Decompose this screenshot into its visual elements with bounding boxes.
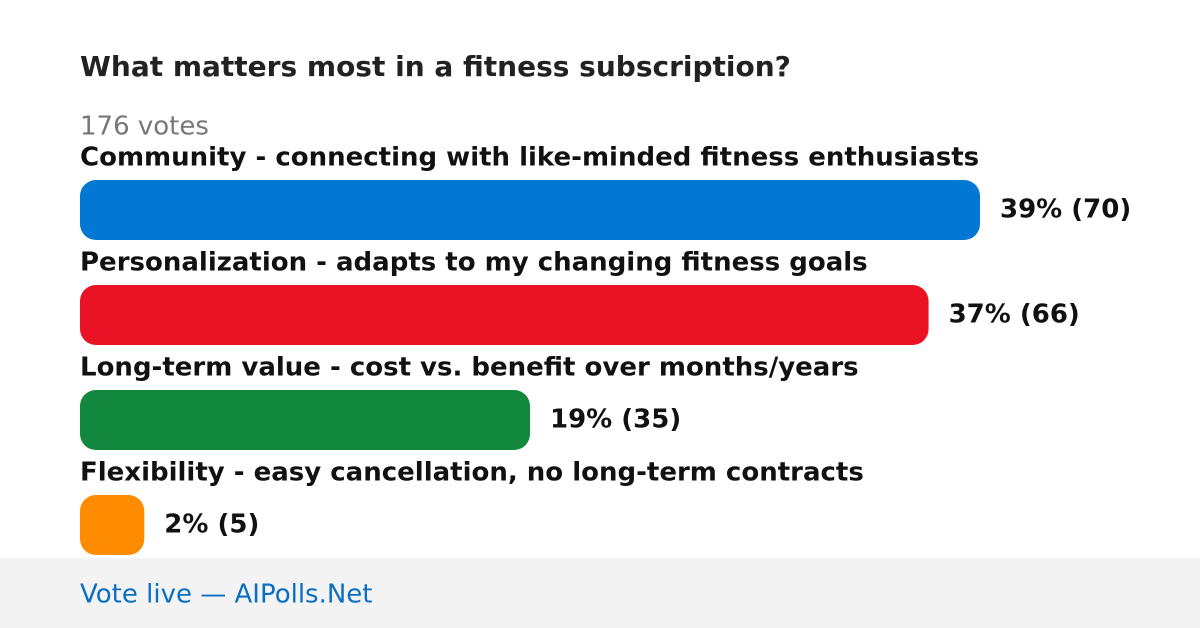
bar [80,180,980,240]
bar [80,495,145,555]
option-label: Flexibility - easy cancellation, no long… [80,458,864,488]
footer-band [0,558,1200,628]
option-label: Community - connecting with like-minded … [80,143,979,173]
bar [80,285,929,345]
value-label: 37% (66) [949,300,1080,330]
poll-title: What matters most in a fitness subscript… [80,50,791,83]
value-label: 19% (35) [550,405,681,435]
footer-link[interactable]: Vote live — AIPolls.Net [80,580,373,610]
option-label: Personalization - adapts to my changing … [80,248,868,278]
value-label: 2% (5) [164,510,259,540]
vote-count: 176 votes [80,112,209,142]
bar [80,390,530,450]
option-label: Long-term value - cost vs. benefit over … [80,353,859,383]
value-label: 39% (70) [1000,195,1131,225]
